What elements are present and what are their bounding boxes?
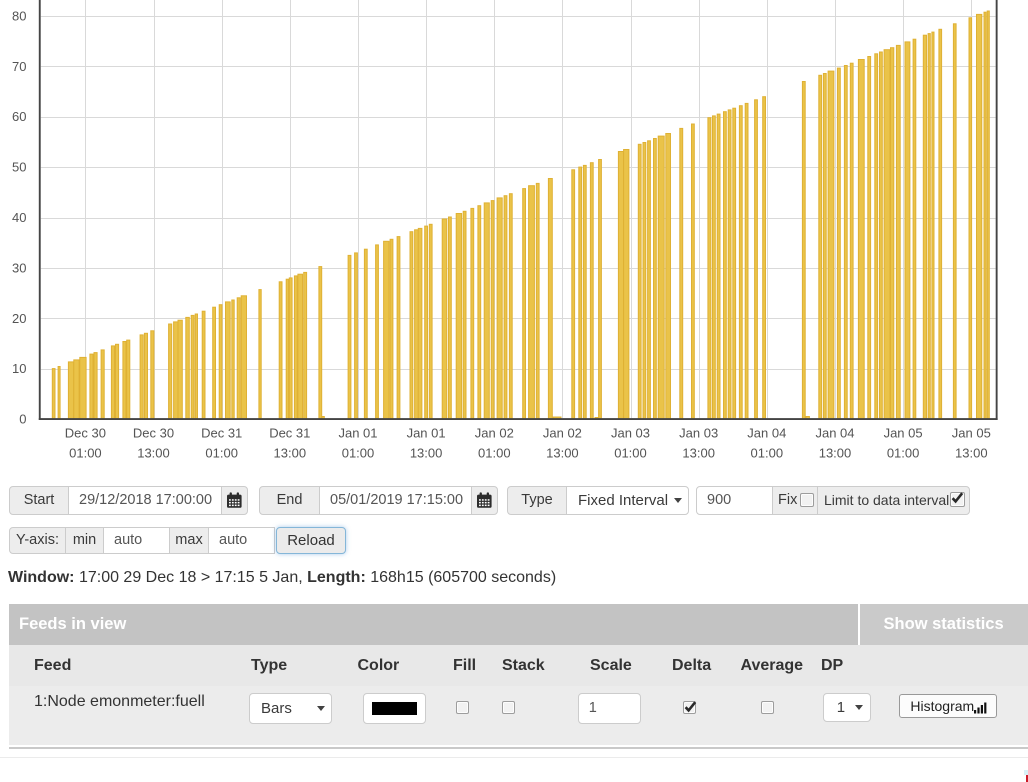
svg-text:13:00: 13:00 [137, 446, 170, 461]
svg-text:Jan 05: Jan 05 [952, 426, 991, 441]
svg-text:Jan 01: Jan 01 [407, 426, 446, 441]
svg-text:01:00: 01:00 [69, 446, 102, 461]
svg-text:Jan 03: Jan 03 [679, 426, 718, 441]
svg-text:Jan 03: Jan 03 [611, 426, 650, 441]
svg-text:60: 60 [12, 109, 26, 124]
svg-text:01:00: 01:00 [751, 446, 784, 461]
svg-text:01:00: 01:00 [887, 446, 920, 461]
svg-text:10: 10 [12, 361, 26, 376]
svg-text:13:00: 13:00 [955, 446, 988, 461]
svg-text:13:00: 13:00 [410, 446, 443, 461]
svg-text:30: 30 [12, 260, 26, 275]
svg-text:13:00: 13:00 [546, 446, 579, 461]
svg-text:0: 0 [19, 412, 26, 427]
svg-text:13:00: 13:00 [682, 446, 715, 461]
svg-text:80: 80 [12, 9, 26, 24]
svg-text:Dec 31: Dec 31 [269, 426, 310, 441]
svg-text:Dec 30: Dec 30 [65, 426, 106, 441]
svg-text:01:00: 01:00 [478, 446, 511, 461]
svg-text:01:00: 01:00 [342, 446, 375, 461]
svg-text:40: 40 [12, 210, 26, 225]
svg-text:20: 20 [12, 311, 26, 326]
svg-text:13:00: 13:00 [274, 446, 307, 461]
svg-text:70: 70 [12, 59, 26, 74]
svg-text:13:00: 13:00 [819, 446, 852, 461]
svg-text:Jan 02: Jan 02 [475, 426, 514, 441]
svg-text:Jan 04: Jan 04 [815, 426, 854, 441]
svg-text:01:00: 01:00 [205, 446, 238, 461]
svg-text:Jan 01: Jan 01 [338, 426, 377, 441]
svg-text:50: 50 [12, 160, 26, 175]
svg-text:Dec 30: Dec 30 [133, 426, 174, 441]
svg-text:Jan 04: Jan 04 [747, 426, 786, 441]
svg-text:01:00: 01:00 [614, 446, 647, 461]
svg-text:Jan 05: Jan 05 [884, 426, 923, 441]
svg-text:Dec 31: Dec 31 [201, 426, 242, 441]
svg-text:Jan 02: Jan 02 [543, 426, 582, 441]
